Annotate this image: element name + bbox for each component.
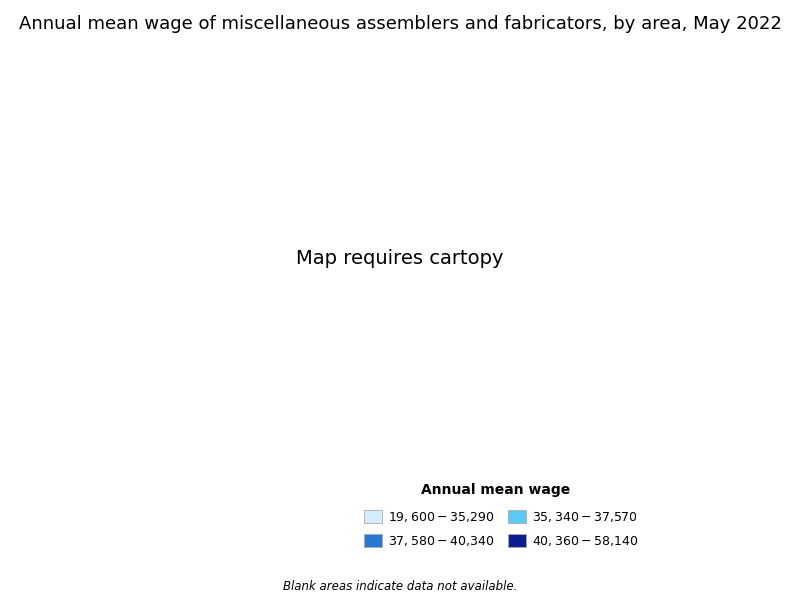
Text: $37,580 - $40,340: $37,580 - $40,340: [388, 533, 494, 548]
Text: $40,360 - $58,140: $40,360 - $58,140: [532, 533, 638, 548]
Text: Annual mean wage: Annual mean wage: [422, 483, 570, 497]
Text: Annual mean wage of miscellaneous assemblers and fabricators, by area, May 2022: Annual mean wage of miscellaneous assemb…: [18, 15, 782, 33]
Text: Map requires cartopy: Map requires cartopy: [296, 248, 504, 268]
Text: $35,340 - $37,570: $35,340 - $37,570: [532, 509, 638, 524]
Text: $19,600 - $35,290: $19,600 - $35,290: [388, 509, 494, 524]
Text: Blank areas indicate data not available.: Blank areas indicate data not available.: [283, 580, 517, 593]
